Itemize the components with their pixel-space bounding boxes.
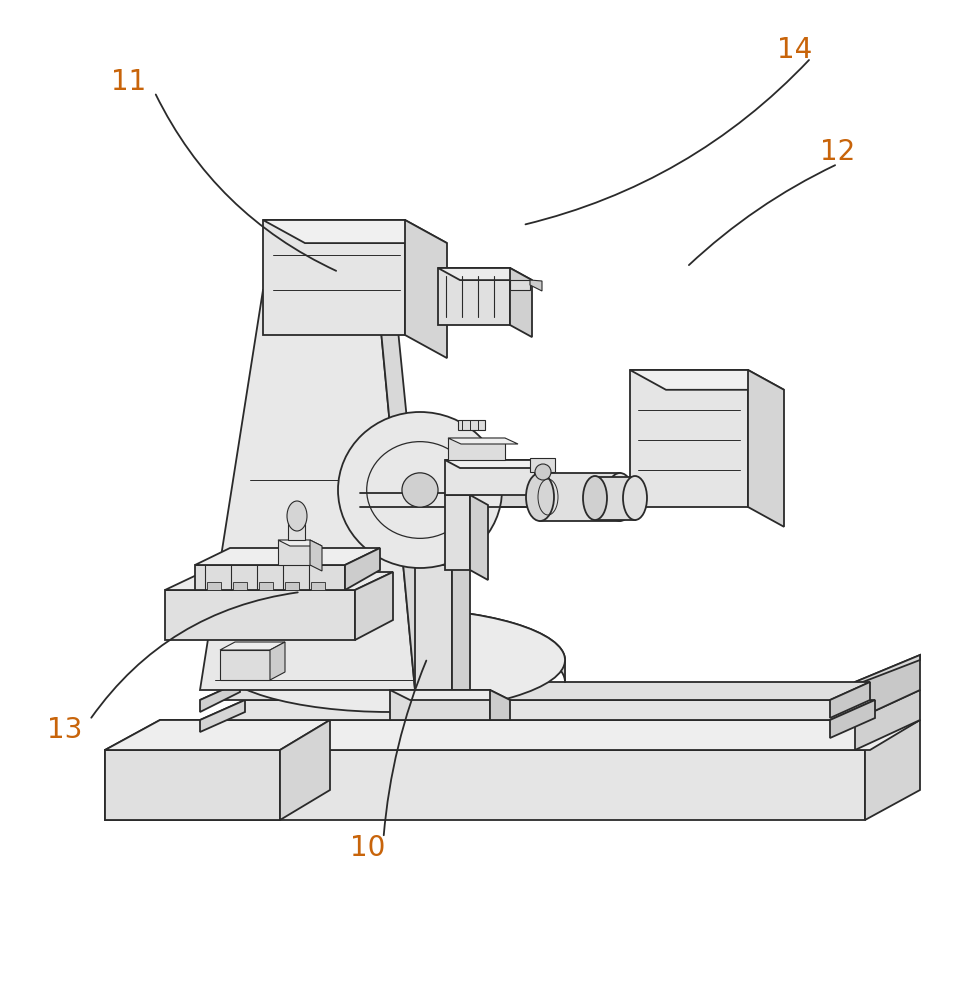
Polygon shape [452, 555, 470, 708]
Polygon shape [285, 582, 298, 590]
Polygon shape [437, 268, 510, 325]
Polygon shape [345, 548, 379, 590]
Polygon shape [854, 690, 919, 750]
Polygon shape [864, 720, 919, 820]
Polygon shape [595, 477, 635, 520]
Ellipse shape [214, 608, 564, 712]
Polygon shape [263, 220, 447, 243]
Polygon shape [629, 370, 747, 507]
Ellipse shape [337, 412, 501, 568]
Polygon shape [530, 280, 541, 291]
Polygon shape [194, 565, 345, 590]
Polygon shape [165, 590, 355, 640]
Polygon shape [220, 642, 285, 650]
Polygon shape [200, 682, 240, 712]
Polygon shape [444, 460, 550, 468]
Polygon shape [747, 370, 783, 527]
Polygon shape [415, 555, 470, 565]
Polygon shape [280, 720, 330, 820]
Polygon shape [390, 690, 490, 720]
Ellipse shape [605, 473, 634, 521]
Polygon shape [200, 290, 415, 690]
Text: 10: 10 [349, 834, 385, 862]
Polygon shape [277, 540, 322, 546]
Polygon shape [214, 608, 564, 682]
Text: 13: 13 [47, 716, 83, 744]
Polygon shape [288, 516, 305, 540]
Polygon shape [510, 268, 532, 337]
Ellipse shape [525, 473, 554, 521]
Polygon shape [539, 473, 619, 521]
Ellipse shape [401, 473, 437, 507]
Polygon shape [415, 555, 452, 698]
Polygon shape [220, 650, 270, 680]
Text: 11: 11 [112, 68, 146, 96]
Text: 14: 14 [777, 36, 811, 64]
Polygon shape [448, 438, 517, 444]
Ellipse shape [287, 501, 307, 531]
Polygon shape [510, 280, 530, 290]
Polygon shape [194, 548, 379, 565]
Polygon shape [233, 582, 247, 590]
Polygon shape [854, 655, 919, 685]
Polygon shape [437, 268, 532, 280]
Polygon shape [105, 720, 919, 750]
Polygon shape [258, 582, 273, 590]
Polygon shape [105, 750, 864, 820]
Polygon shape [311, 582, 325, 590]
Text: 12: 12 [820, 138, 854, 166]
Ellipse shape [622, 476, 646, 520]
Polygon shape [470, 495, 488, 580]
Polygon shape [263, 220, 405, 335]
Polygon shape [277, 540, 310, 565]
Polygon shape [207, 582, 221, 590]
Polygon shape [200, 682, 869, 700]
Polygon shape [629, 370, 783, 390]
Polygon shape [310, 540, 322, 571]
Polygon shape [355, 572, 393, 640]
Polygon shape [405, 220, 447, 358]
Polygon shape [165, 572, 393, 590]
Ellipse shape [535, 464, 551, 480]
Polygon shape [200, 700, 874, 720]
Polygon shape [535, 460, 550, 503]
Polygon shape [490, 690, 510, 720]
Polygon shape [200, 720, 919, 750]
Polygon shape [379, 320, 435, 700]
Polygon shape [530, 458, 555, 472]
Polygon shape [390, 690, 510, 700]
Polygon shape [105, 750, 280, 820]
Polygon shape [829, 700, 874, 738]
Polygon shape [105, 720, 330, 750]
Polygon shape [457, 420, 484, 430]
Polygon shape [444, 495, 470, 570]
Polygon shape [854, 655, 919, 720]
Polygon shape [270, 642, 285, 680]
Polygon shape [359, 493, 619, 507]
Polygon shape [829, 682, 869, 718]
Polygon shape [444, 460, 535, 495]
Polygon shape [200, 700, 245, 732]
Polygon shape [448, 438, 504, 460]
Ellipse shape [582, 476, 606, 520]
